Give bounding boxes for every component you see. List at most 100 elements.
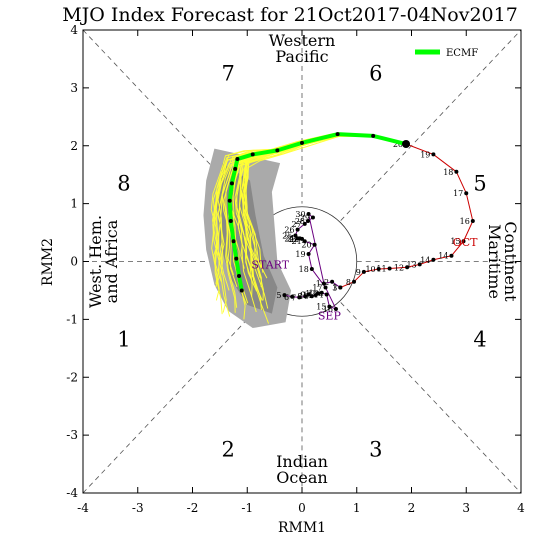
data-point xyxy=(235,157,240,162)
day-label: 3 xyxy=(332,284,337,293)
data-point xyxy=(454,169,459,174)
x-tick-label: 0 xyxy=(298,501,306,515)
day-label: 14 xyxy=(313,290,323,299)
day-label: 21 xyxy=(292,237,302,246)
x-tick-label: -2 xyxy=(187,501,199,515)
region-label-top: Pacific xyxy=(275,47,328,66)
data-point xyxy=(282,293,287,298)
region-label-right: Continent xyxy=(501,221,520,302)
region-label-right: Maritime xyxy=(485,224,504,299)
day-label: 16 xyxy=(323,305,333,314)
day-label: 29 xyxy=(300,214,310,223)
data-point xyxy=(250,152,255,157)
x-tick-label: 3 xyxy=(462,501,470,515)
day-label: 1 xyxy=(316,279,321,288)
day-label: 20 xyxy=(301,241,311,250)
data-point xyxy=(376,267,381,272)
data-point xyxy=(330,279,335,284)
day-label: 11 xyxy=(303,291,313,300)
data-point xyxy=(371,133,376,138)
data-point xyxy=(316,291,321,296)
phase-number: 7 xyxy=(222,61,235,85)
data-point xyxy=(338,285,343,290)
data-point xyxy=(309,294,314,299)
data-point xyxy=(306,292,311,297)
legend: ECMF xyxy=(415,48,478,59)
data-point xyxy=(321,281,326,286)
data-point xyxy=(306,251,311,256)
phase-number: 3 xyxy=(369,438,382,462)
data-point xyxy=(470,218,475,223)
day-label: 12 xyxy=(305,289,315,298)
region-label-top: Western xyxy=(269,31,336,50)
data-point xyxy=(461,239,466,244)
forecast-start-marker xyxy=(402,140,411,149)
y-tick-label: 4 xyxy=(70,23,78,37)
data-point xyxy=(227,198,232,203)
data-point xyxy=(306,218,311,223)
data-point xyxy=(303,294,308,299)
day-label: 10 xyxy=(299,292,309,301)
data-point xyxy=(405,265,410,270)
region-label-bottom: Indian xyxy=(276,452,328,471)
phase-number: 6 xyxy=(369,61,382,85)
data-point xyxy=(302,221,307,226)
data-point xyxy=(302,239,307,244)
data-point xyxy=(333,306,338,311)
observed-and-forecast-series: 5 6 7 8910111213141516171819202122232425262… xyxy=(227,132,478,322)
x-tick-label: 2 xyxy=(408,501,416,515)
phase-number: 5 xyxy=(473,172,486,196)
data-point xyxy=(295,227,300,232)
data-point xyxy=(431,257,436,262)
day-label: 18 xyxy=(299,265,309,274)
day-label: 14 xyxy=(420,256,430,265)
day-label: 15 xyxy=(316,303,326,312)
day-label: 8 xyxy=(346,278,351,287)
data-point xyxy=(312,242,317,247)
day-label: 19 xyxy=(420,150,430,159)
month-label: OCT xyxy=(453,236,478,249)
data-point xyxy=(233,166,238,171)
data-point xyxy=(323,285,328,290)
data-point xyxy=(310,215,315,220)
data-point xyxy=(306,212,311,217)
day-label: 22 xyxy=(289,235,299,244)
data-point xyxy=(300,140,304,145)
day-label: 10 xyxy=(365,265,375,274)
legend-label: ECMF xyxy=(446,48,478,59)
y-tick-label: 1 xyxy=(70,197,78,211)
data-point xyxy=(449,253,454,258)
data-point xyxy=(361,269,366,274)
day-label: 18 xyxy=(443,168,453,177)
diagonal-guide xyxy=(340,302,522,494)
data-point xyxy=(293,233,298,238)
day-label: 17 xyxy=(312,284,322,293)
data-point xyxy=(327,304,332,309)
day-label: 6 xyxy=(284,293,289,302)
data-point xyxy=(387,266,392,271)
day-label: 24 xyxy=(284,234,294,243)
x-tick-label: -1 xyxy=(241,501,253,515)
day-label: 9 xyxy=(300,290,305,299)
y-tick-label: 0 xyxy=(70,255,78,269)
chart-title: MJO Index Forecast for 21Oct2017-04Nov20… xyxy=(62,4,518,26)
day-label: 26 xyxy=(284,226,294,235)
day-label: 28 xyxy=(295,217,305,226)
day-label: 25 xyxy=(282,231,292,240)
y-tick-label: -3 xyxy=(66,428,78,442)
data-point xyxy=(237,273,242,278)
data-point xyxy=(352,279,357,284)
phase-number: 4 xyxy=(473,327,486,351)
day-label: 5 xyxy=(276,291,281,300)
data-point xyxy=(229,181,234,186)
diagonal-guide xyxy=(340,29,522,221)
day-label: 11 xyxy=(376,264,386,273)
data-point xyxy=(275,148,280,153)
x-tick-label: -4 xyxy=(77,501,89,515)
day-label: 17 xyxy=(453,189,463,198)
phase-guides xyxy=(82,29,522,494)
data-point xyxy=(297,295,302,300)
data-point xyxy=(290,294,295,299)
